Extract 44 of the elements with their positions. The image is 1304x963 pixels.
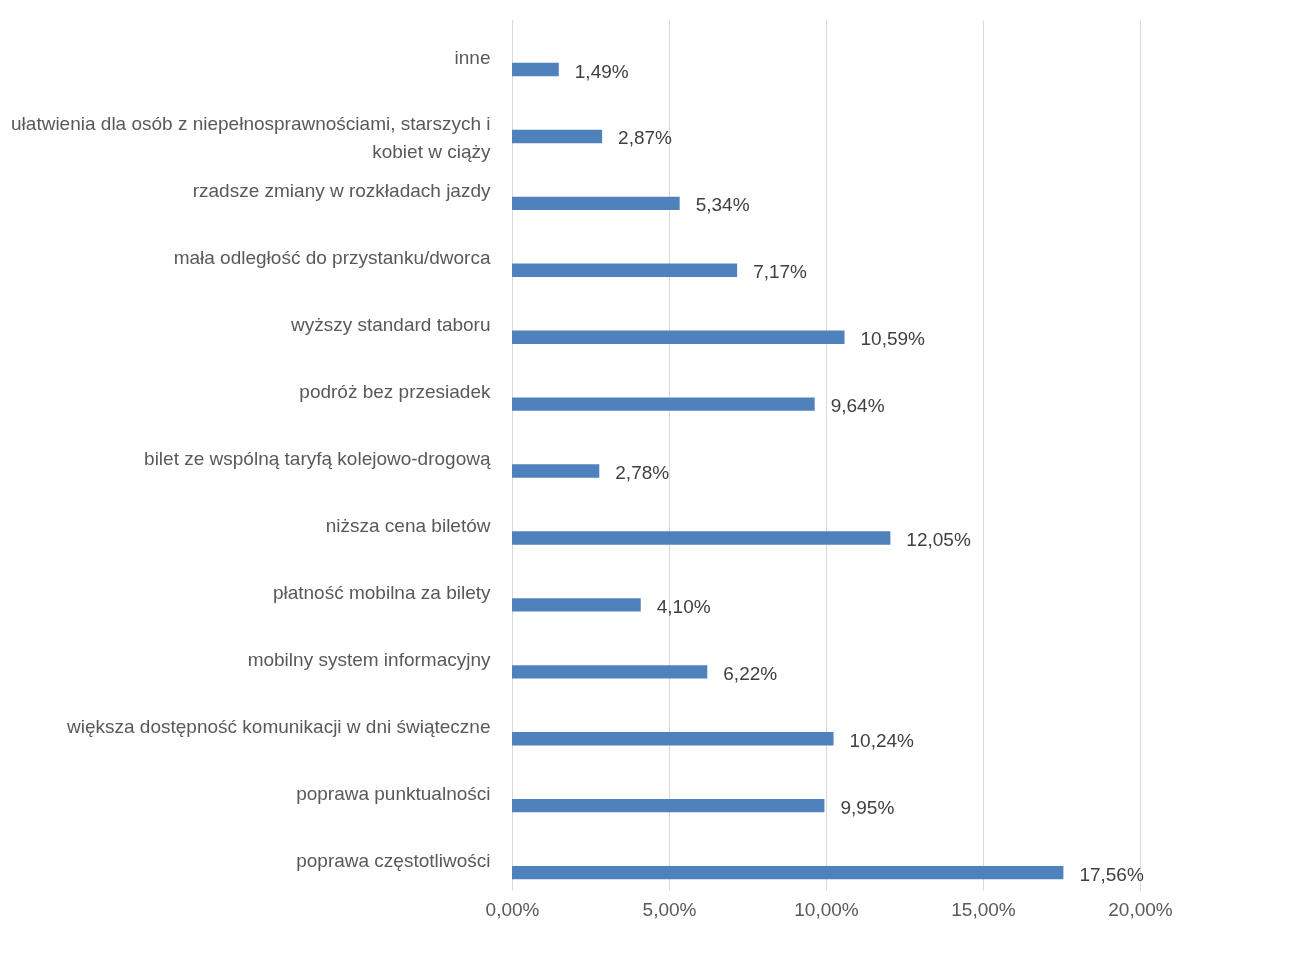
data-label: 4,10% [656,595,711,617]
bar [512,798,825,813]
y-tick-label: inne [454,46,491,68]
y-tick-label: mobilny system informacyjny [247,648,491,670]
bar [512,531,891,545]
data-label: 6,22% [723,662,778,684]
bar [512,598,641,612]
data-label: 5,34% [695,194,750,216]
y-tick-label: płatność mobilna za bilety [272,581,491,603]
bar [512,196,680,211]
bar [512,330,845,344]
bar [512,397,815,411]
data-label: 1,49% [574,60,629,82]
data-label: 2,78% [615,462,670,484]
y-tick-label: ułatwienia dla osób z niepełnosprawnościami, starszych i kobiet w ciąży [11,113,491,163]
y-tick-label: wyższy standard taboru [289,314,491,336]
x-tick-label: 5,00% [642,898,697,920]
bar [512,263,738,277]
y-tick-label: poprawa częstotliwości [296,849,491,871]
y-tick-label: poprawa punktualności [296,782,491,804]
data-label: 17,56% [1079,863,1144,885]
bar [512,62,559,77]
x-tick-label: 15,00% [951,898,1016,920]
data-label: 9,64% [830,395,885,417]
y-tick-label: mała odległość do przystanku/dworca [173,247,491,269]
data-label: 10,24% [849,729,915,751]
x-tick-label: 20,00% [1108,898,1173,920]
data-label: 7,17% [753,261,808,283]
data-label: 12,05% [906,528,971,550]
bar [512,129,603,144]
bar [512,732,834,746]
y-tick-label: większa dostępność komunikacji w dni świąteczne [66,715,491,737]
data-label: 2,87% [618,127,673,149]
x-tick-label: 0,00% [485,898,540,920]
data-label: 10,59% [860,328,926,350]
data-label: 9,95% [840,796,895,818]
y-tick-label: podróż bez przesiadek [299,381,491,403]
y-tick-label: niższa cena biletów [325,514,491,536]
y-tick-label: rzadsze zmiany w rozkładach jazdy [192,180,491,202]
y-tick-label: bilet ze wspólną taryfą kolejowo-drogową [144,448,491,470]
bar [512,464,600,478]
bar [512,865,1064,880]
bar [512,665,708,679]
x-tick-label: 10,00% [794,898,859,920]
